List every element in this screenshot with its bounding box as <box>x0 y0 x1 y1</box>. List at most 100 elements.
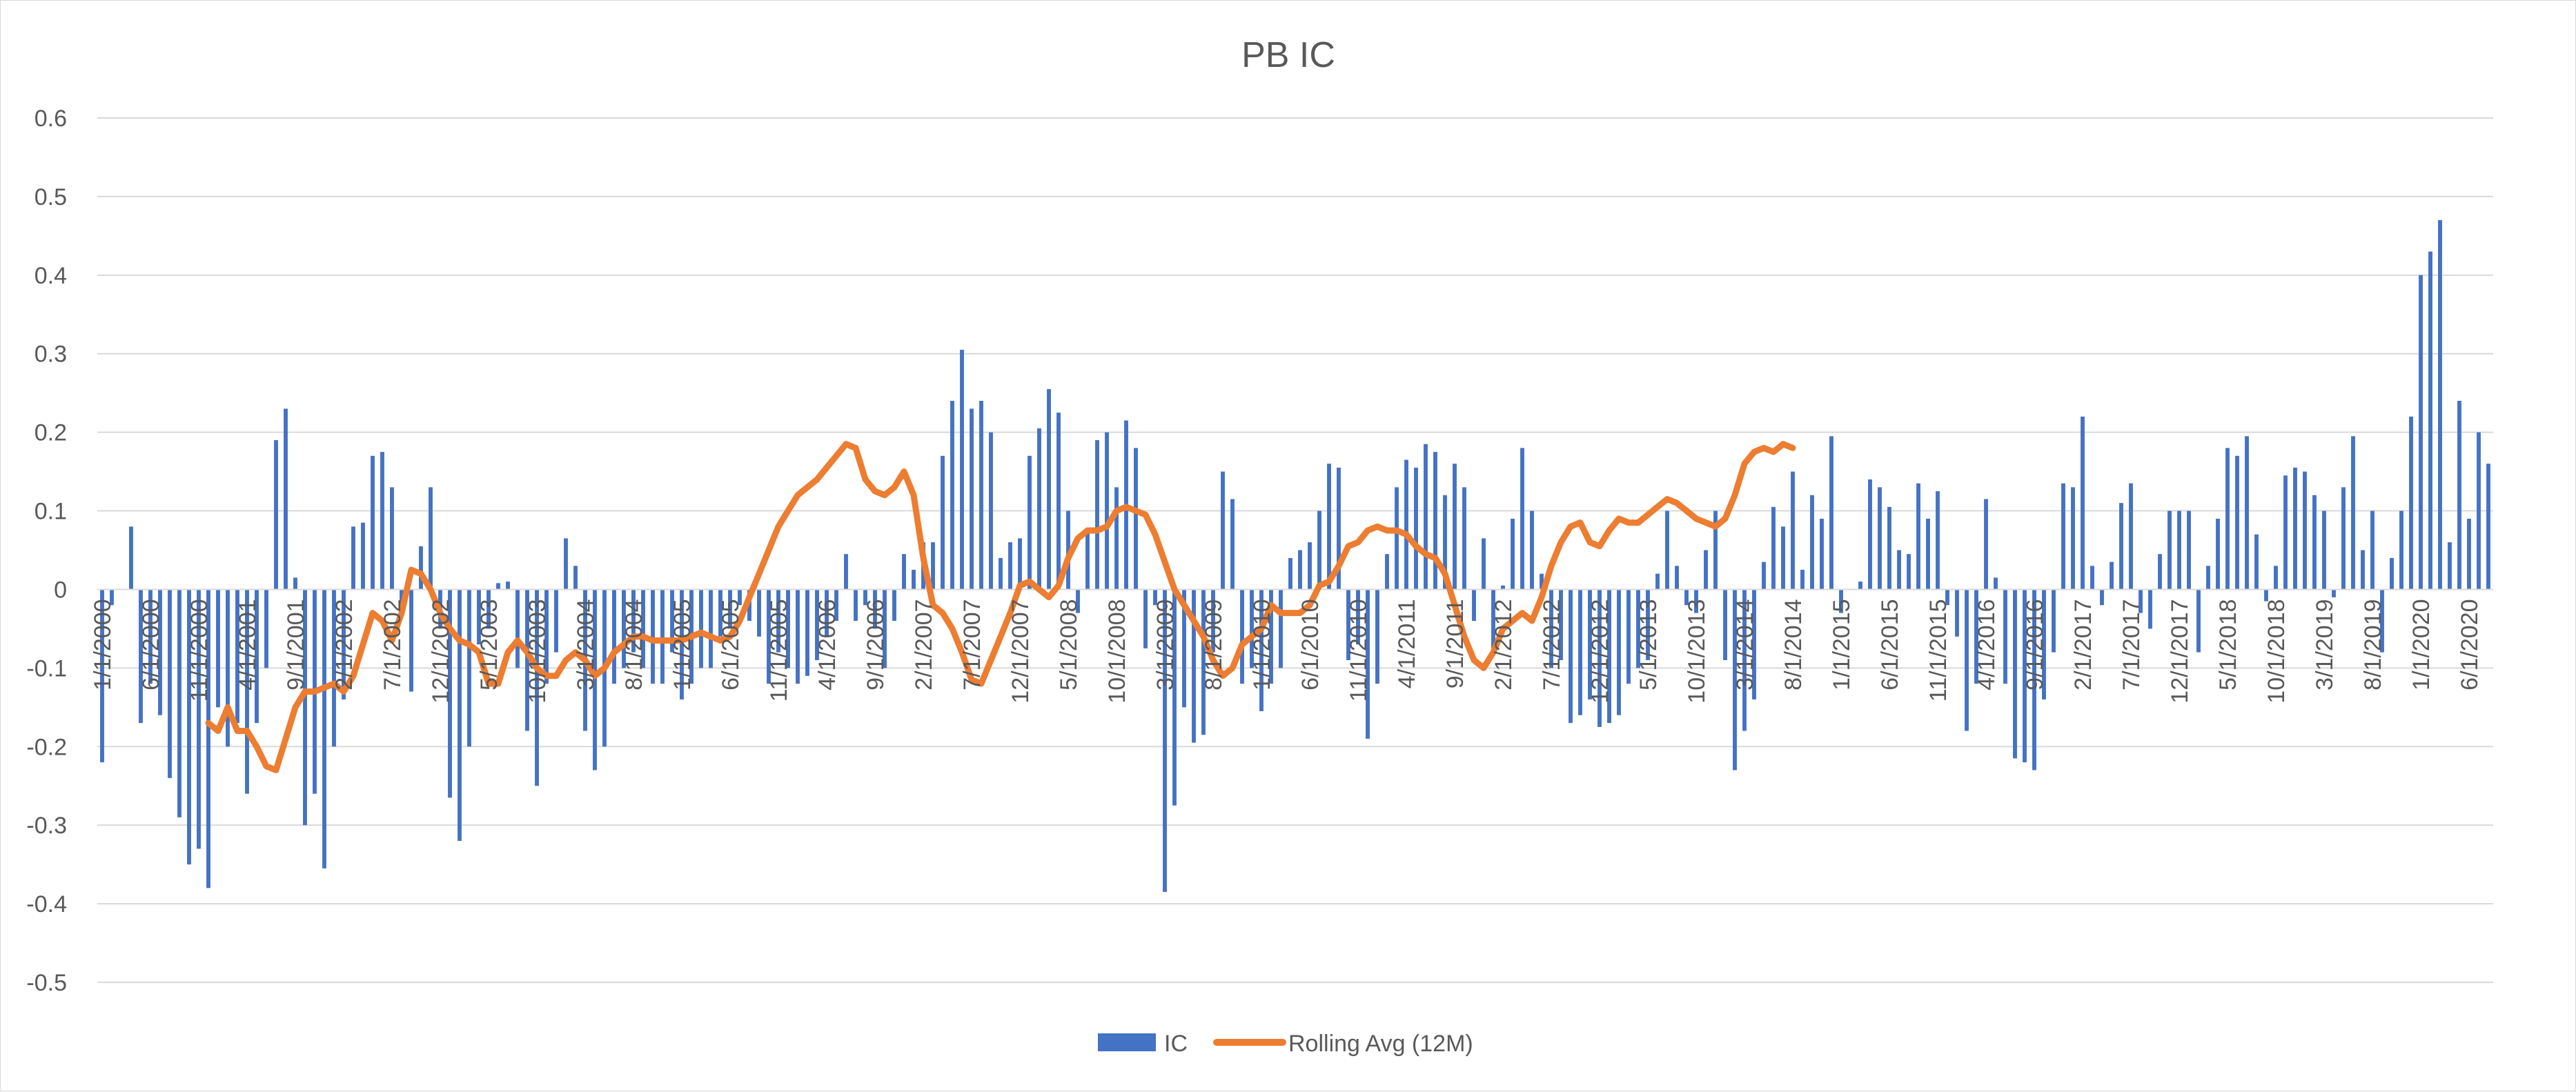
y-tick-label: -0.2 <box>26 734 67 760</box>
ic-bar <box>100 589 104 763</box>
ic-bar <box>1201 589 1206 735</box>
ic-bar <box>2477 432 2481 590</box>
x-tick-label: 4/1/2016 <box>1974 599 2000 690</box>
ic-bar <box>593 589 597 771</box>
ic-bar <box>1704 550 1708 590</box>
ic-bar <box>1317 510 1321 590</box>
ic-bar <box>2438 220 2442 590</box>
ic-bar <box>1578 589 1582 715</box>
ic-bar <box>834 589 838 622</box>
ic-bar <box>1733 589 1737 771</box>
ic-bar <box>2177 510 2181 590</box>
ic-bar <box>2225 448 2230 590</box>
ic-bar <box>1723 589 1727 660</box>
ic-bar <box>1675 566 1679 590</box>
y-tick-label: 0.1 <box>35 499 67 525</box>
ic-bar <box>2409 416 2413 590</box>
ic-bar <box>660 589 665 684</box>
ic-bar <box>815 589 819 660</box>
ic-bar <box>825 589 829 637</box>
ic-bar <box>1385 554 1389 590</box>
ic-bar <box>2361 550 2365 590</box>
ic-bar <box>651 589 655 684</box>
legend-label-ic: IC <box>1164 1031 1188 1057</box>
ic-bar <box>718 589 722 637</box>
ic-bar <box>1288 557 1292 590</box>
ic-bar <box>1491 589 1495 648</box>
ic-bar <box>1820 518 1824 590</box>
ic-bar <box>728 589 732 629</box>
ic-bar <box>342 589 346 699</box>
ic-bar <box>448 589 452 798</box>
ic-bar <box>680 589 684 699</box>
ic-bar <box>1308 542 1312 590</box>
ic-bar <box>950 401 954 590</box>
ic-bar <box>2264 589 2268 602</box>
x-tick-label: 10/1/2018 <box>2263 599 2290 703</box>
ic-bar <box>1085 530 1090 590</box>
x-tick-label: 2/1/2012 <box>1491 599 1517 690</box>
x-tick-label: 9/1/2011 <box>1442 599 1468 688</box>
y-tick-label: 0.5 <box>35 184 67 210</box>
ic-bar <box>2003 589 2007 684</box>
ic-bar <box>535 589 539 786</box>
ic-bar <box>1211 589 1215 653</box>
ic-bar <box>1965 589 1969 731</box>
x-tick-label: 3/1/2004 <box>573 599 599 690</box>
ic-bar <box>2206 566 2210 590</box>
ic-bar <box>1105 432 1109 590</box>
ic-bar <box>2013 589 2017 759</box>
ic-bar <box>1607 589 1611 724</box>
ic-bar <box>612 589 616 684</box>
x-tick-label: 6/1/2015 <box>1877 599 1903 690</box>
x-tick-label: 6/1/2010 <box>1297 599 1324 690</box>
ic-bar <box>989 432 993 590</box>
ic-bar <box>1230 499 1235 590</box>
y-tick-label: 0.4 <box>35 263 67 289</box>
x-axis-ticks: 1/1/2000 6/1/2000 11/1/2000 4/1/2001 9/1/200… <box>90 599 2483 703</box>
x-tick-label: 11/1/2000 <box>186 599 213 702</box>
ic-bar <box>2081 416 2085 590</box>
x-tick-label: 5/1/2018 <box>2215 599 2241 690</box>
x-tick-label: 2/1/2002 <box>331 599 357 690</box>
ic-bar <box>1791 471 1795 590</box>
y-tick-label: 0 <box>54 577 67 603</box>
ic-bar <box>1916 483 1920 590</box>
rolling-avg-series <box>205 441 1796 773</box>
ic-bar <box>1530 510 1534 590</box>
ic-bar <box>1588 589 1592 699</box>
ic-bar <box>1655 573 1660 590</box>
ic-bar <box>2419 275 2423 590</box>
ic-bar <box>1974 589 1978 684</box>
ic-bar <box>2293 467 2297 590</box>
ic-bar <box>1511 518 1515 590</box>
ic-bar <box>1713 510 1718 590</box>
ic-bar <box>525 589 529 731</box>
ic-bar <box>197 589 201 849</box>
ic-bar <box>1462 487 1466 590</box>
ic-bar <box>351 526 355 590</box>
ic-bar <box>1549 589 1553 668</box>
ic-bar <box>1076 589 1080 613</box>
ic-bar <box>2322 510 2326 590</box>
ic-bar <box>2196 589 2201 653</box>
ic-bar <box>1433 452 1437 590</box>
ic-bar <box>1414 467 1418 590</box>
ic-bar <box>1665 510 1669 590</box>
ic-bar <box>1482 538 1486 590</box>
ic-bar <box>709 589 713 668</box>
ic-bar <box>699 589 703 668</box>
ic-bar <box>2303 471 2307 590</box>
ic-bar <box>1984 499 1988 590</box>
ic-bar <box>2139 589 2143 613</box>
ic-bar <box>1936 491 1940 590</box>
ic-bar <box>1163 589 1167 893</box>
ic-bar <box>622 589 626 668</box>
chart-title: PB IC <box>1241 35 1335 75</box>
ic-bar <box>1994 577 1998 590</box>
ic-bar <box>554 589 558 653</box>
ic-bar <box>2283 475 2288 590</box>
ic-bar <box>158 589 162 715</box>
ic-bar <box>284 408 288 590</box>
ic-bar <box>2448 542 2452 590</box>
